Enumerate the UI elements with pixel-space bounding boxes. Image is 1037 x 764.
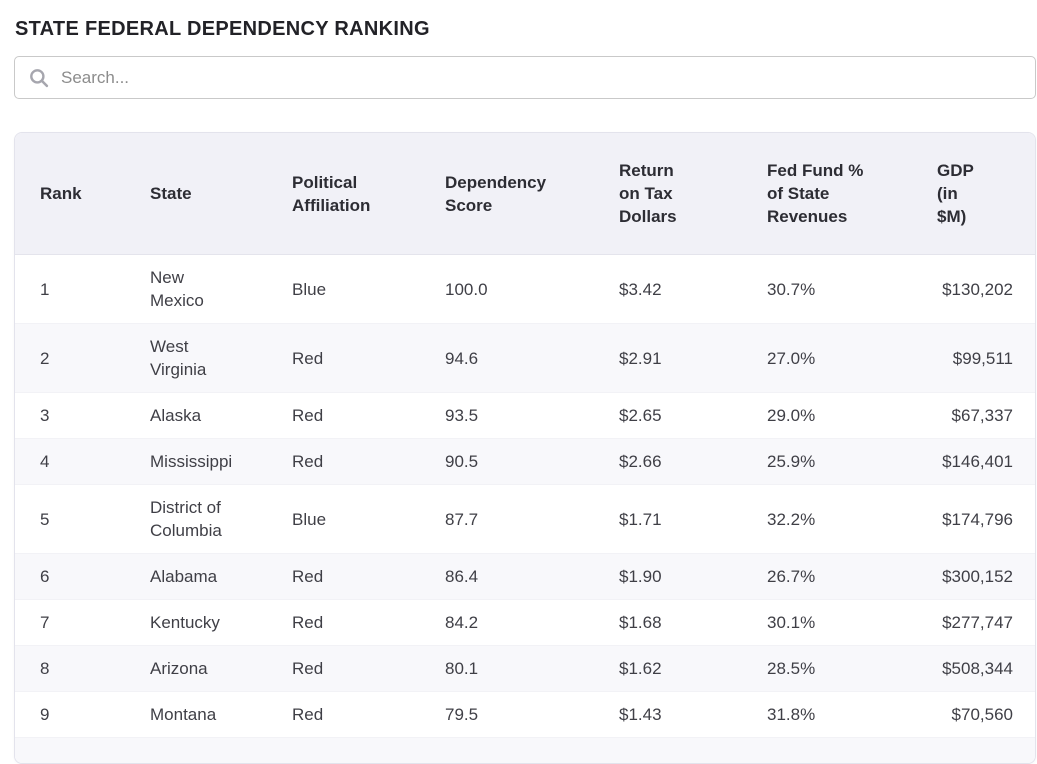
ranking-table: Rank State Political Affiliation Dependency… bbox=[15, 133, 1035, 737]
cell-political_affiliation: Red bbox=[267, 553, 420, 600]
cell-fed_fund_pct: 28.5% bbox=[742, 645, 912, 692]
cell-state: New Mexico bbox=[150, 268, 204, 310]
cell-gdp: $174,796 bbox=[912, 484, 1035, 554]
table-row: 6 Alabama Red 86.4 $1.90 26.7% $300,152 bbox=[15, 553, 1035, 600]
cell-dependency_score: 86.4 bbox=[420, 553, 594, 600]
cell-state: West Virginia bbox=[125, 323, 267, 393]
cell-return_on_tax: $1.68 bbox=[594, 599, 742, 646]
cell-fed_fund_pct: 31.8% bbox=[742, 691, 912, 737]
table-row: 3 Alaska Red 93.5 $2.65 29.0% $67,337 bbox=[15, 392, 1035, 439]
cell-rank: 1 bbox=[40, 279, 50, 299]
cell-political_affiliation: Red bbox=[267, 691, 420, 737]
cell-political_affiliation: Red bbox=[267, 645, 420, 692]
column-header-label: Political Affiliation bbox=[292, 172, 371, 215]
cell-return_on_tax: $1.90 bbox=[594, 553, 742, 600]
cell-rank: 5 bbox=[15, 484, 125, 554]
cell-gdp: $67,337 bbox=[912, 392, 1035, 439]
table-row: 1 New Mexico Blue 100.0 $3.42 30.7% $130,202 bbox=[15, 254, 1035, 324]
cell-gdp: $300,152 bbox=[912, 553, 1035, 600]
table-header-row: Rank State Political Affiliation Dependency… bbox=[15, 133, 1035, 255]
cell-fed_fund_pct: 30.7% bbox=[767, 279, 816, 299]
search-box[interactable] bbox=[14, 56, 1036, 99]
table-row: 8 Arizona Red 80.1 $1.62 28.5% $508,344 bbox=[15, 645, 1035, 692]
cell-political_affiliation: Red bbox=[267, 392, 420, 439]
cell-dependency_score: 87.7 bbox=[420, 484, 594, 554]
table-row: 2 West Virginia Red 94.6 $2.91 27.0% $99,511 bbox=[15, 323, 1035, 393]
cell-fed_fund_pct: 25.9% bbox=[742, 438, 912, 485]
column-header-state: State bbox=[125, 133, 267, 255]
table-row: 7 Kentucky Red 84.2 $1.68 30.1% $277,747 bbox=[15, 599, 1035, 646]
cell-dependency_score: 84.2 bbox=[420, 599, 594, 646]
cell-fed_fund_pct: 32.2% bbox=[742, 484, 912, 554]
column-header-political_affiliation: Political Affiliation bbox=[267, 133, 420, 255]
cell-gdp: $277,747 bbox=[912, 599, 1035, 646]
ranking-table-card: Rank State Political Affiliation Dependency… bbox=[14, 132, 1036, 764]
cell-dependency_score: 90.5 bbox=[420, 438, 594, 485]
search-icon bbox=[28, 67, 50, 89]
cell-gdp: $70,560 bbox=[912, 691, 1035, 737]
cell-political_affiliation: Red bbox=[267, 323, 420, 393]
cell-state: Arizona bbox=[125, 645, 267, 692]
cell-fed_fund_pct: 30.1% bbox=[742, 599, 912, 646]
cell-rank: 2 bbox=[15, 323, 125, 393]
search-input[interactable] bbox=[61, 57, 1035, 98]
cell-return_on_tax: $1.62 bbox=[594, 645, 742, 692]
cell-return_on_tax: $2.91 bbox=[594, 323, 742, 393]
cell-political_affiliation: Blue bbox=[267, 484, 420, 554]
column-header-label: Dependency Score bbox=[445, 172, 547, 215]
table-row: 4 Mississippi Red 90.5 $2.66 25.9% $146,401 bbox=[15, 438, 1035, 485]
column-header-gdp: GDP (in $M) bbox=[912, 133, 1035, 255]
column-header-label: Return on Tax Dollars bbox=[619, 161, 677, 226]
cell-gdp: $146,401 bbox=[912, 438, 1035, 485]
cell-rank: 9 bbox=[15, 691, 125, 737]
cell-fed_fund_pct: 26.7% bbox=[742, 553, 912, 600]
table-row: 5 District of Columbia Blue 87.7 $1.71 32.2% $… bbox=[15, 484, 1035, 554]
table-row: 9 Montana Red 79.5 $1.43 31.8% $70,560 bbox=[15, 691, 1035, 737]
column-header-label: State bbox=[150, 184, 192, 203]
table-body: 1 New Mexico Blue 100.0 $3.42 30.7% $130,202 2 W… bbox=[15, 254, 1035, 737]
column-header-rank: Rank bbox=[15, 133, 125, 255]
cell-rank: 7 bbox=[15, 599, 125, 646]
cell-dependency_score: 100.0 bbox=[445, 279, 488, 299]
cell-state: Alaska bbox=[125, 392, 267, 439]
cell-state: Montana bbox=[125, 691, 267, 737]
cell-rank: 6 bbox=[15, 553, 125, 600]
cell-return_on_tax: $2.65 bbox=[594, 392, 742, 439]
cell-state: District of Columbia bbox=[125, 484, 267, 554]
cell-rank: 4 bbox=[15, 438, 125, 485]
cell-rank: 8 bbox=[15, 645, 125, 692]
cell-state: Mississippi bbox=[125, 438, 267, 485]
cell-political_affiliation: Red bbox=[267, 438, 420, 485]
column-header-return_on_tax: Return on Tax Dollars bbox=[594, 133, 742, 255]
cell-dependency_score: 79.5 bbox=[420, 691, 594, 737]
cell-fed_fund_pct: 27.0% bbox=[742, 323, 912, 393]
cell-fed_fund_pct: 29.0% bbox=[742, 392, 912, 439]
cell-rank: 3 bbox=[15, 392, 125, 439]
cell-dependency_score: 93.5 bbox=[420, 392, 594, 439]
table-head: Rank State Political Affiliation Dependency… bbox=[15, 133, 1035, 255]
table-row-partial bbox=[15, 737, 1035, 763]
cell-return_on_tax: $2.66 bbox=[594, 438, 742, 485]
cell-political_affiliation: Red bbox=[267, 599, 420, 646]
cell-dependency_score: 94.6 bbox=[420, 323, 594, 393]
column-header-label: Fed Fund % of State Revenues bbox=[767, 161, 864, 226]
cell-state: Alabama bbox=[125, 553, 267, 600]
cell-gdp: $99,511 bbox=[912, 323, 1035, 393]
column-header-fed_fund_pct: Fed Fund % of State Revenues bbox=[742, 133, 912, 255]
cell-political_affiliation: Blue bbox=[292, 279, 327, 299]
cell-gdp: $130,202 bbox=[942, 279, 1013, 299]
cell-dependency_score: 80.1 bbox=[420, 645, 594, 692]
column-header-label: GDP (in $M) bbox=[937, 161, 974, 226]
column-header-dependency_score: Dependency Score bbox=[420, 133, 594, 255]
column-header-label: Rank bbox=[40, 184, 82, 203]
page-title: STATE FEDERAL DEPENDENCY RANKING bbox=[15, 18, 430, 40]
cell-return_on_tax: $1.71 bbox=[594, 484, 742, 554]
cell-return_on_tax: $3.42 bbox=[619, 279, 662, 299]
cell-gdp: $508,344 bbox=[912, 645, 1035, 692]
cell-state: Kentucky bbox=[125, 599, 267, 646]
cell-return_on_tax: $1.43 bbox=[594, 691, 742, 737]
